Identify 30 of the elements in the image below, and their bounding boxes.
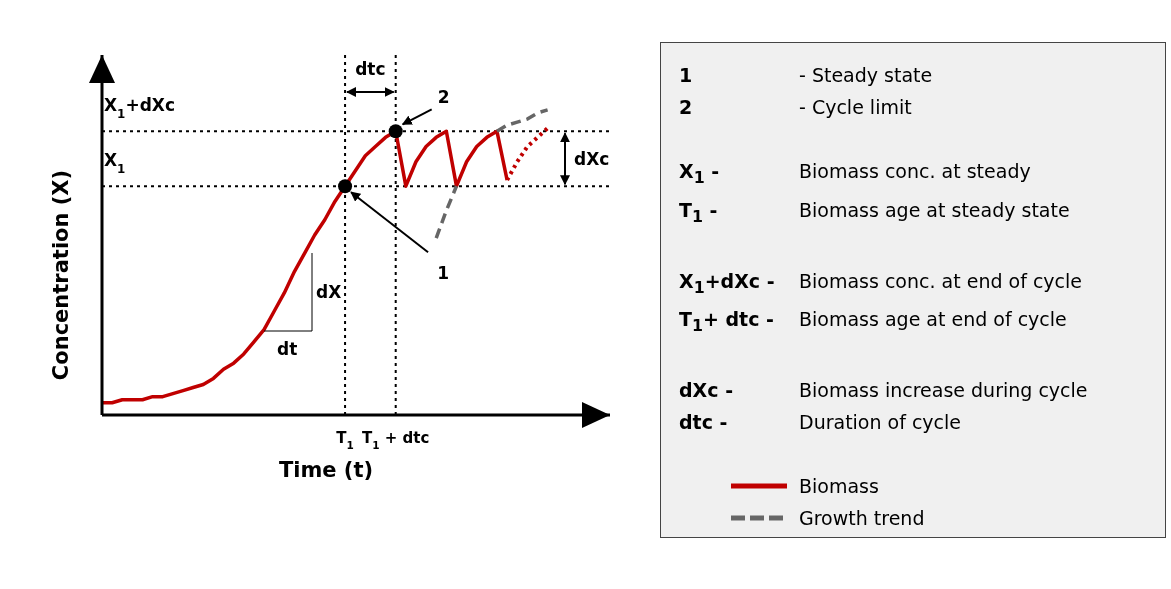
text: 1	[679, 64, 693, 86]
text: dtc	[355, 59, 386, 79]
text: Biomass increase during cycle	[799, 379, 1088, 402]
text: Biomass conc. at steady	[799, 160, 1031, 182]
text: Biomass age at end of cycle	[799, 308, 1067, 331]
annotation: 1	[437, 263, 449, 284]
legend-label: Biomass	[799, 474, 879, 500]
annotation: dt	[277, 339, 298, 359]
text: dtc -	[679, 411, 728, 434]
ref-line-label: X$_{1}$+dXc	[104, 95, 175, 122]
text: T$_{1}$ -	[679, 198, 718, 226]
text: dXc	[574, 148, 610, 169]
text: Biomass age at steady state	[799, 198, 1070, 221]
text: dXc -	[679, 379, 734, 402]
legend-label: Growth trend	[799, 506, 925, 532]
text: Biomass conc. at end of cycle	[799, 269, 1082, 292]
y-axis-title: Concentration (X)	[49, 169, 73, 381]
text: - Steady state	[799, 64, 933, 86]
x-axis-title: Time (t)	[278, 458, 374, 482]
text: Duration of cycle	[799, 411, 962, 434]
x-tick-label: T$_{1}$	[336, 429, 354, 451]
text: 2	[679, 96, 693, 118]
text: - Cycle limit	[799, 96, 912, 118]
text: X$_{1}$ -	[679, 160, 720, 187]
annotation: dX	[316, 282, 342, 302]
annotation: 2	[437, 87, 450, 108]
ref-line-label: X$_{1}$	[104, 150, 126, 177]
text: T$_{1}$+ dtc -	[679, 308, 774, 336]
x-tick-label: T$_{1}$ + dtc	[362, 429, 430, 451]
text: X$_{1}$+dXc -	[679, 269, 775, 297]
